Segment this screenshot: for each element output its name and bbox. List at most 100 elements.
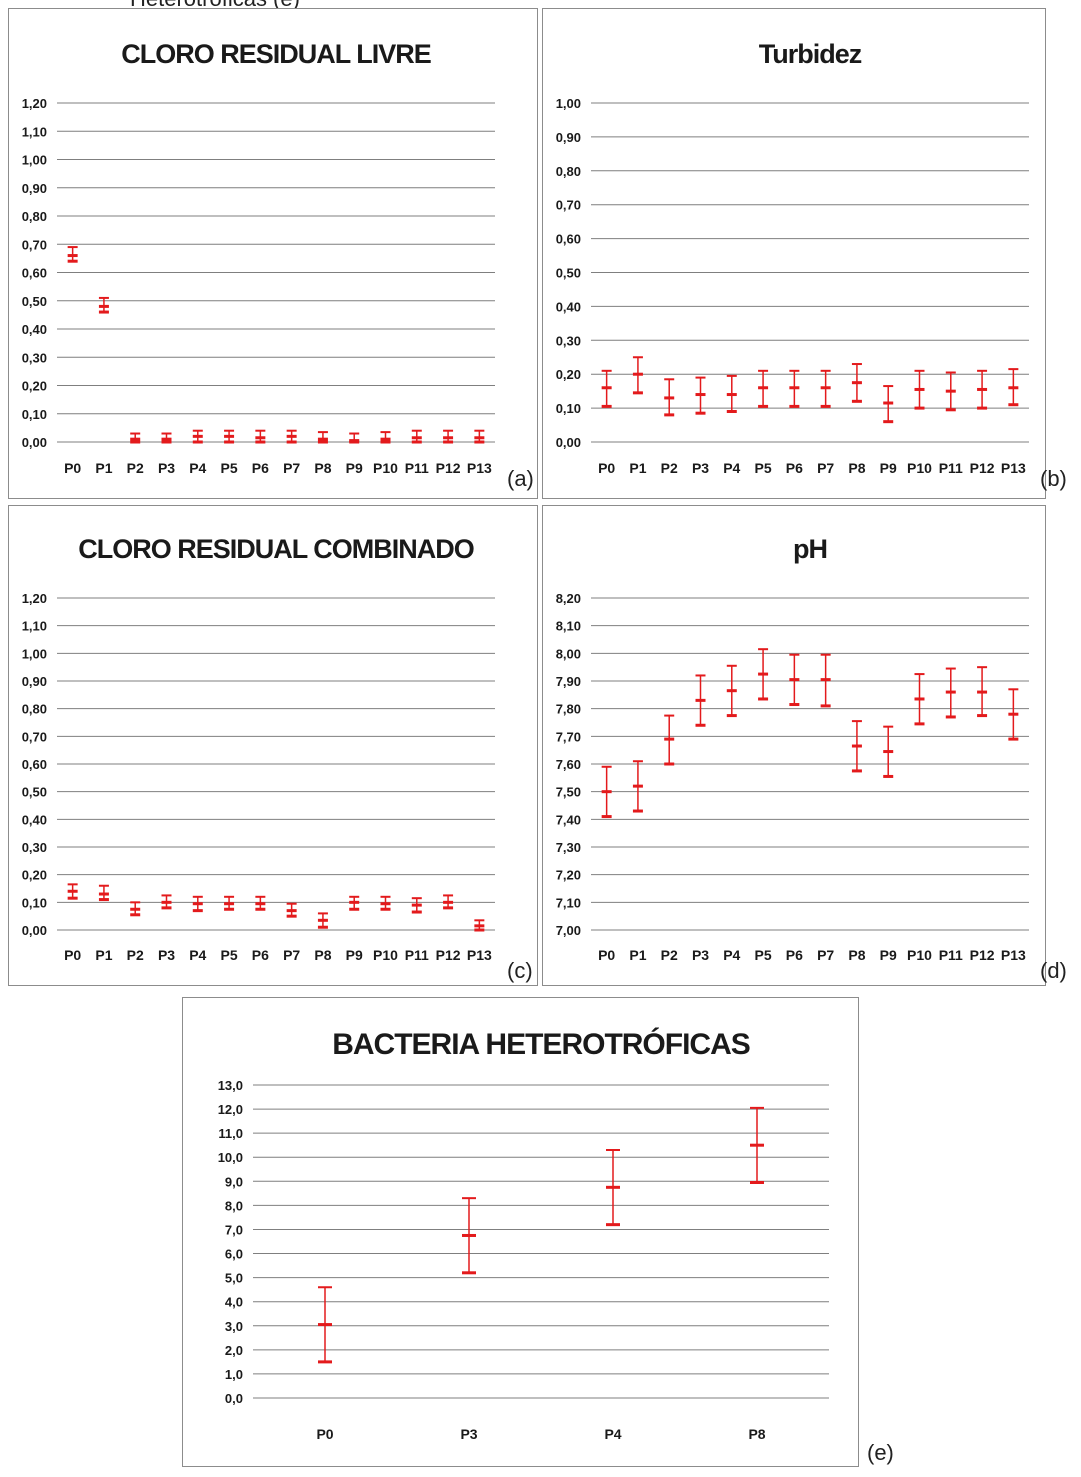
y-tick-label-bacteria-heterotroficas: 11,0 xyxy=(218,1126,243,1141)
y-tick-label-bacteria-heterotroficas: 13,0 xyxy=(218,1078,243,1093)
x-tick-label-cloro-residual-combinado: P12 xyxy=(436,947,461,963)
y-tick-label-turbidez: 0,50 xyxy=(556,266,581,281)
x-tick-label-cloro-residual-combinado: P0 xyxy=(64,947,81,963)
y-tick-label-ph: 8,20 xyxy=(556,591,581,606)
y-tick-label-turbidez: 0,70 xyxy=(556,198,581,213)
y-tick-label-cloro-residual-livre: 0,30 xyxy=(22,350,47,365)
chart-title-ph: pH xyxy=(793,534,827,564)
y-tick-label-cloro-residual-combinado: 0,30 xyxy=(22,840,47,855)
x-tick-label-ph: P12 xyxy=(970,947,995,963)
x-tick-label-cloro-residual-livre: P8 xyxy=(314,460,331,476)
y-tick-label-bacteria-heterotroficas: 7,0 xyxy=(225,1222,243,1237)
y-tick-label-cloro-residual-livre: 1,00 xyxy=(22,153,47,168)
x-tick-label-cloro-residual-livre: P7 xyxy=(283,460,300,476)
y-tick-label-bacteria-heterotroficas: 9,0 xyxy=(225,1174,243,1189)
y-tick-label-cloro-residual-combinado: 0,60 xyxy=(22,757,47,772)
x-tick-label-turbidez: P10 xyxy=(907,460,932,476)
x-tick-label-cloro-residual-combinado: P2 xyxy=(127,947,144,963)
y-tick-label-cloro-residual-livre: 1,20 xyxy=(22,96,47,111)
panel-label-e: (e) xyxy=(867,1440,894,1465)
y-tick-label-cloro-residual-livre: 0,70 xyxy=(22,237,47,252)
x-tick-label-ph: P10 xyxy=(907,947,932,963)
panel-label-b: (b) xyxy=(1040,466,1067,491)
y-tick-label-cloro-residual-livre: 0,10 xyxy=(22,407,47,422)
y-tick-label-cloro-residual-combinado: 0,80 xyxy=(22,702,47,717)
chart-panel-cloro-residual-livre: CLORO RESIDUAL LIVRE 0,00 0,10 0,20 0,30 0,40… xyxy=(8,8,538,499)
x-tick-label-cloro-residual-livre: P13 xyxy=(467,460,492,476)
y-tick-label-cloro-residual-livre: 0,50 xyxy=(22,294,47,309)
x-tick-label-cloro-residual-livre: P11 xyxy=(405,460,429,476)
x-tick-label-bacteria-heterotroficas: P0 xyxy=(316,1426,333,1442)
x-tick-label-ph: P5 xyxy=(755,947,772,963)
x-tick-label-ph: P11 xyxy=(939,947,963,963)
y-tick-label-turbidez: 0,10 xyxy=(556,401,581,416)
y-tick-label-turbidez: 0,30 xyxy=(556,333,581,348)
chart-panel-bacteria-heterotroficas: BACTERIA HETEROTRÓFICAS 0,0 1,0 2,0 3,0 4,0 5,… xyxy=(182,997,859,1467)
x-tick-label-ph: P3 xyxy=(692,947,709,963)
x-tick-label-turbidez: P5 xyxy=(755,460,772,476)
y-tick-label-cloro-residual-combinado: 0,90 xyxy=(22,674,47,689)
y-tick-label-ph: 7,20 xyxy=(556,868,581,883)
y-tick-label-turbidez: 0,20 xyxy=(556,367,581,382)
y-tick-label-ph: 8,00 xyxy=(556,646,581,661)
y-tick-label-bacteria-heterotroficas: 1,0 xyxy=(225,1367,243,1382)
x-tick-label-turbidez: P8 xyxy=(848,460,865,476)
top-fragment-label: Heterotróficas (e) xyxy=(130,0,300,12)
y-tick-label-cloro-residual-combinado: 0,50 xyxy=(22,785,47,800)
x-tick-label-turbidez: P4 xyxy=(723,460,740,476)
x-tick-label-cloro-residual-combinado: P11 xyxy=(405,947,429,963)
y-tick-label-cloro-residual-combinado: 1,10 xyxy=(22,619,47,634)
x-tick-label-cloro-residual-combinado: P5 xyxy=(221,947,238,963)
x-tick-label-bacteria-heterotroficas: P8 xyxy=(748,1426,765,1442)
y-tick-label-bacteria-heterotroficas: 5,0 xyxy=(225,1271,243,1286)
panel-label-c: (c) xyxy=(507,958,533,983)
chart-cloro-residual-combinado: CLORO RESIDUAL COMBINADO 0,00 0,10 0,20 0,30… xyxy=(22,534,495,963)
x-tick-label-turbidez: P6 xyxy=(786,460,803,476)
chart-title-bacteria-heterotroficas: BACTERIA HETEROTRÓFICAS xyxy=(332,1027,750,1061)
chart-panel-cloro-residual-combinado: CLORO RESIDUAL COMBINADO 0,00 0,10 0,20 0,30… xyxy=(8,505,538,986)
x-tick-label-cloro-residual-combinado: P3 xyxy=(158,947,175,963)
y-tick-label-ph: 7,00 xyxy=(556,923,581,938)
y-tick-label-bacteria-heterotroficas: 2,0 xyxy=(225,1343,243,1358)
y-tick-label-ph: 7,50 xyxy=(556,785,581,800)
x-tick-label-cloro-residual-combinado: P10 xyxy=(373,947,398,963)
x-tick-label-cloro-residual-combinado: P8 xyxy=(314,947,331,963)
x-tick-label-turbidez: P3 xyxy=(692,460,709,476)
x-tick-label-cloro-residual-livre: P10 xyxy=(373,460,398,476)
x-tick-label-turbidez: P11 xyxy=(939,460,963,476)
chart-panel-turbidez: Turbidez 0,00 0,10 0,20 0,30 0,40 0,50 0,60 0,70… xyxy=(542,8,1046,499)
y-tick-label-cloro-residual-livre: 0,60 xyxy=(22,266,47,281)
x-tick-label-ph: P1 xyxy=(629,947,646,963)
x-tick-label-bacteria-heterotroficas: P3 xyxy=(460,1426,477,1442)
y-tick-label-cloro-residual-livre: 0,00 xyxy=(22,435,47,450)
y-tick-label-bacteria-heterotroficas: 0,0 xyxy=(225,1391,243,1406)
y-tick-label-ph: 7,70 xyxy=(556,729,581,744)
y-tick-label-cloro-residual-combinado: 0,00 xyxy=(22,923,47,938)
y-tick-label-cloro-residual-combinado: 0,10 xyxy=(22,895,47,910)
x-tick-label-turbidez: P13 xyxy=(1001,460,1026,476)
x-tick-label-cloro-residual-combinado: P13 xyxy=(467,947,492,963)
x-tick-label-ph: P9 xyxy=(880,947,897,963)
y-tick-label-ph: 7,40 xyxy=(556,812,581,827)
y-tick-label-ph: 7,10 xyxy=(556,895,581,910)
y-tick-label-turbidez: 0,40 xyxy=(556,299,581,314)
x-tick-label-cloro-residual-livre: P4 xyxy=(189,460,206,476)
y-tick-label-cloro-residual-combinado: 1,20 xyxy=(22,591,47,606)
x-tick-label-turbidez: P9 xyxy=(880,460,897,476)
x-tick-label-cloro-residual-livre: P6 xyxy=(252,460,269,476)
y-tick-label-cloro-residual-combinado: 0,70 xyxy=(22,729,47,744)
x-tick-label-ph: P6 xyxy=(786,947,803,963)
chart-title-cloro-residual-livre: CLORO RESIDUAL LIVRE xyxy=(121,39,431,69)
chart-title-turbidez: Turbidez xyxy=(759,39,862,69)
y-tick-label-bacteria-heterotroficas: 12,0 xyxy=(218,1102,243,1117)
y-tick-label-bacteria-heterotroficas: 6,0 xyxy=(225,1247,243,1262)
y-tick-label-cloro-residual-livre: 1,10 xyxy=(22,124,47,139)
y-tick-label-cloro-residual-combinado: 0,20 xyxy=(22,868,47,883)
x-tick-label-cloro-residual-livre: P5 xyxy=(221,460,238,476)
y-tick-label-bacteria-heterotroficas: 3,0 xyxy=(225,1319,243,1334)
chart-turbidez: Turbidez 0,00 0,10 0,20 0,30 0,40 0,50 0,60 0,70… xyxy=(556,39,1029,476)
y-tick-label-bacteria-heterotroficas: 4,0 xyxy=(225,1295,243,1310)
chart-panel-ph: pH 7,00 7,10 7,20 7,30 7,40 7,50 7,60 7,70 7,80 7,… xyxy=(542,505,1046,986)
x-tick-label-ph: P0 xyxy=(598,947,615,963)
x-tick-label-cloro-residual-livre: P2 xyxy=(127,460,144,476)
